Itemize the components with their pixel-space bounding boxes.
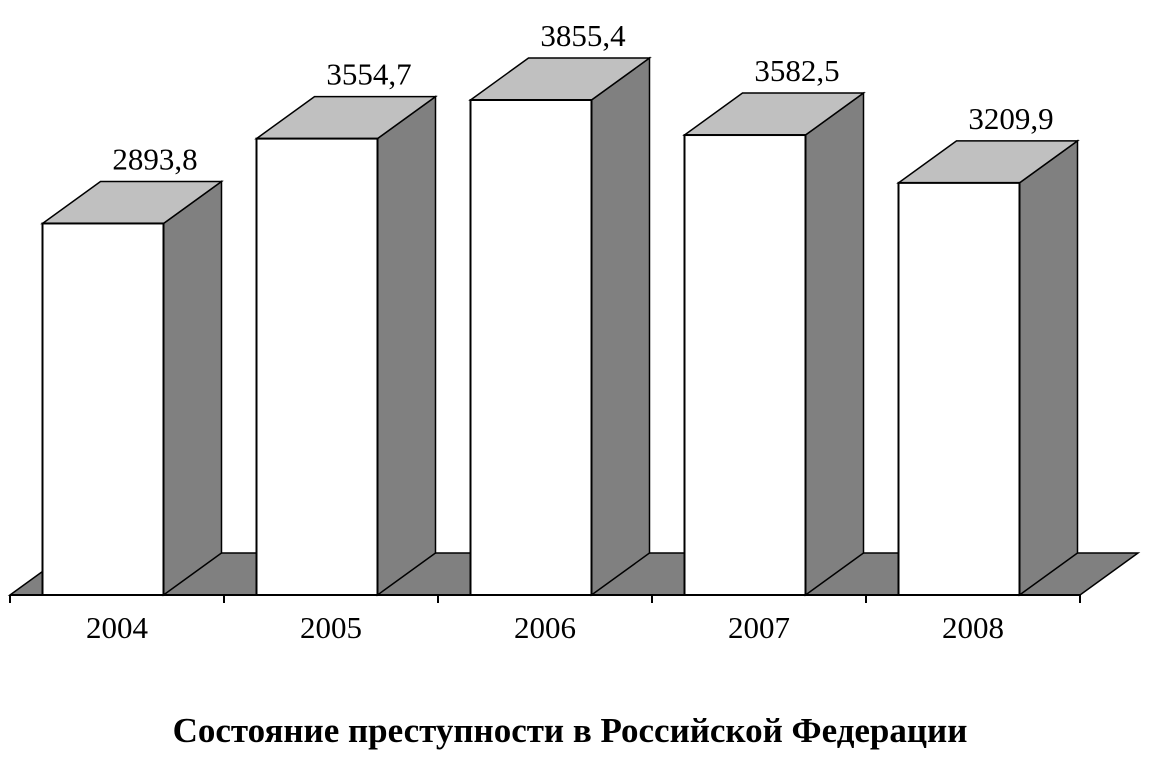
x-tick-label: 2004 — [86, 610, 149, 645]
chart-title: Состояние преступности в Российской Феде… — [173, 711, 968, 750]
bar-side — [590, 56, 651, 597]
x-tick-label: 2005 — [300, 610, 362, 645]
x-tick-label: 2007 — [728, 610, 790, 645]
x-tick-label: 2006 — [514, 610, 576, 645]
bar-side — [1018, 139, 1079, 597]
value-label: 3582,5 — [754, 53, 839, 88]
bar-side — [804, 91, 865, 597]
bar-side — [376, 95, 437, 597]
value-label: 3554,7 — [326, 57, 411, 92]
bar — [41, 222, 165, 596]
bar-side — [162, 179, 223, 597]
bar — [683, 134, 807, 596]
bar — [255, 137, 379, 597]
value-label: 3209,9 — [968, 101, 1053, 136]
bar — [897, 181, 1021, 596]
x-tick-label: 2008 — [942, 610, 1004, 645]
value-label: 2893,8 — [112, 141, 197, 176]
bar — [469, 99, 593, 596]
value-label: 3855,4 — [540, 18, 626, 53]
